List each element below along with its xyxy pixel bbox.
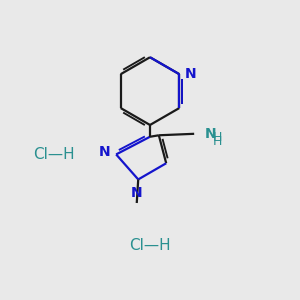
Text: N: N [131, 186, 142, 200]
Text: N: N [184, 67, 196, 81]
Text: H: H [213, 135, 222, 148]
Text: H: H [213, 131, 222, 144]
Text: N: N [99, 145, 111, 159]
Text: Cl—H: Cl—H [129, 238, 171, 253]
Text: N: N [205, 127, 216, 141]
Text: Cl—H: Cl—H [34, 147, 75, 162]
